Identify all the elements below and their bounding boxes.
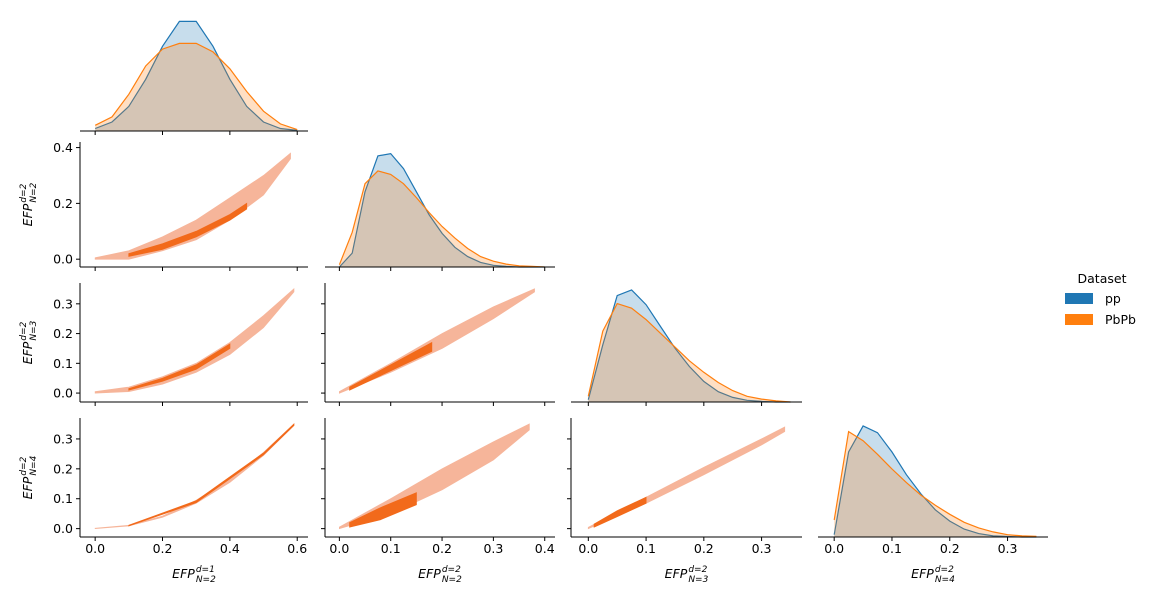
- y-tick-label: 0.3: [53, 431, 73, 446]
- axis-label-base: EFP: [665, 566, 688, 581]
- axis-label-sup: d=2: [19, 183, 29, 202]
- y-tick-label: 0.2: [53, 326, 73, 341]
- x-tick-label: 0.0: [824, 541, 844, 556]
- axis-label-base: EFP: [172, 566, 195, 581]
- axis-label-base: EFP: [911, 566, 934, 581]
- density-core: [128, 202, 248, 257]
- legend-label: pp: [1105, 291, 1121, 306]
- kde-area: [95, 43, 298, 131]
- axis-label-sub: N=3: [29, 320, 39, 340]
- kde-area: [339, 153, 545, 267]
- density-core: [128, 343, 231, 391]
- x-tick-label: 0.0: [85, 541, 105, 556]
- legend-swatch: [1065, 293, 1093, 304]
- legend-swatch: [1065, 314, 1093, 325]
- y-tick-label: 0.1: [53, 356, 73, 371]
- x-tick-label: 0.1: [882, 541, 902, 556]
- axis-label-sub: N=4: [29, 455, 39, 475]
- kde-area: [588, 303, 791, 402]
- kde-line: [587, 289, 791, 403]
- kde-line: [94, 42, 298, 131]
- density-band: [94, 423, 295, 530]
- y-tick-label: 0.0: [53, 252, 73, 267]
- axis-label-sup: d=1: [196, 565, 215, 575]
- axis-label-sup: d=2: [19, 456, 29, 475]
- legend-label: PbPb: [1105, 312, 1136, 327]
- x-tick-label: 0.4: [220, 541, 240, 556]
- x-tick-label: 0.4: [535, 541, 555, 556]
- x-tick-label: 0.2: [432, 541, 452, 556]
- x-tick-label: 0.3: [998, 541, 1018, 556]
- kde-area: [339, 170, 545, 267]
- axis-label-sup: d=2: [19, 321, 29, 340]
- density-core: [128, 423, 295, 527]
- density-band: [94, 152, 291, 260]
- axis-label-base: EFP: [20, 341, 35, 364]
- x-tick-label: 0.1: [381, 541, 401, 556]
- x-axis-label: EFP d=2N=3: [665, 565, 709, 585]
- axis-label-base: EFP: [418, 566, 441, 581]
- axis-label-sub: N=2: [196, 575, 216, 585]
- x-tick-label: 0.6: [287, 541, 307, 556]
- x-tick-label: 0.2: [940, 541, 960, 556]
- kde-line: [338, 170, 545, 268]
- x-tick-label: 0.2: [694, 541, 714, 556]
- axis-label-sub: N=3: [688, 575, 708, 585]
- x-tick-label: 0.3: [483, 541, 503, 556]
- kde-area: [95, 21, 298, 131]
- kde-line: [587, 302, 791, 403]
- x-tick-label: 0.3: [752, 541, 772, 556]
- y-tick-label: 0.0: [53, 521, 73, 536]
- axis-label-base: EFP: [20, 203, 35, 226]
- y-tick-label: 0.3: [53, 296, 73, 311]
- axis-label-sub: N=2: [29, 182, 39, 202]
- y-tick-label: 0.1: [53, 491, 73, 506]
- kde-area: [834, 425, 1037, 537]
- y-tick-label: 0.2: [53, 461, 73, 476]
- axis-label-sub: N=4: [935, 575, 955, 585]
- density-band: [339, 423, 530, 530]
- axis-label-sup: d=2: [688, 565, 707, 575]
- legend-title: Dataset: [1078, 271, 1127, 286]
- x-axis-label: EFP d=2N=4: [911, 565, 955, 585]
- x-axis-label: EFP d=2N=2: [418, 565, 462, 585]
- x-tick-label: 0.0: [578, 541, 598, 556]
- kde-line: [833, 425, 1037, 538]
- kde-area: [834, 431, 1037, 537]
- density-core: [593, 496, 647, 528]
- kde-area: [588, 289, 791, 402]
- kde-line: [833, 430, 1037, 537]
- x-tick-label: 0.2: [153, 541, 173, 556]
- y-tick-label: 0.2: [53, 196, 73, 211]
- y-tick-label: 0.0: [53, 386, 73, 401]
- x-tick-label: 0.0: [329, 541, 349, 556]
- density-band: [94, 288, 295, 394]
- axis-label-sub: N=2: [442, 575, 462, 585]
- x-tick-label: 0.1: [636, 541, 656, 556]
- density-core: [349, 341, 433, 391]
- kde-line: [94, 20, 298, 131]
- axis-label-sup: d=2: [935, 565, 954, 575]
- y-tick-label: 0.4: [53, 140, 73, 155]
- x-axis-label: EFP d=1N=2: [172, 565, 216, 585]
- axis-label-base: EFP: [20, 476, 35, 499]
- density-core: [349, 492, 417, 528]
- axis-label-sup: d=2: [442, 565, 461, 575]
